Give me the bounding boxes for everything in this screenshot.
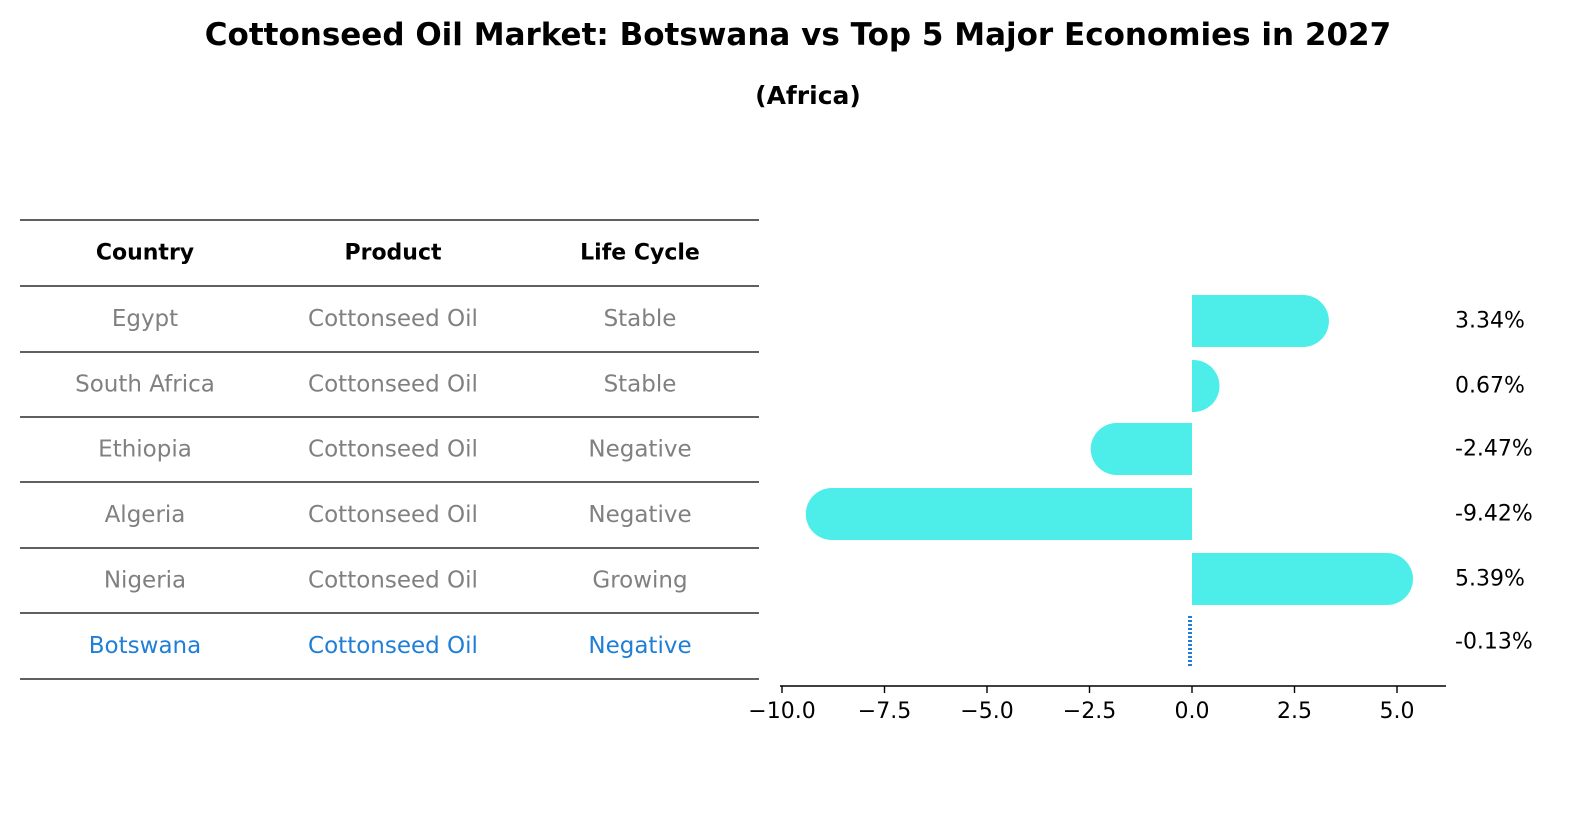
data-table: Country Product Life Cycle Egypt Cottonseed …: [20, 219, 759, 680]
page-title: Cottonseed Oil Market: Botswana vs Top 5…: [204, 17, 1392, 53]
table-cell-nigeria-country: Nigeria: [104, 568, 186, 594]
table-cell-egypt-product: Cottonseed Oil: [308, 306, 478, 332]
table-cell-botswana-country: Botswana: [89, 633, 201, 659]
value-label-botswana: -0.13%: [1455, 630, 1533, 655]
value-label-algeria: -9.42%: [1455, 502, 1533, 527]
value-label-ethiopia: -2.47%: [1455, 437, 1533, 462]
table-cell-algeria-life-cycle: Negative: [588, 502, 691, 528]
x-tick-label: −2.5: [1063, 699, 1116, 724]
table-cell-egypt-life-cycle: Stable: [604, 306, 677, 332]
x-tick-label: 0.0: [1175, 699, 1210, 724]
table-cell-south-africa-life-cycle: Stable: [604, 372, 677, 398]
table-cell-ethiopia-life-cycle: Negative: [588, 437, 691, 463]
bar-egypt: [1192, 295, 1329, 347]
x-tick-label: 2.5: [1277, 699, 1312, 724]
table-cell-nigeria-life-cycle: Growing: [592, 568, 687, 594]
table-header-life-cycle: Life Cycle: [580, 241, 700, 266]
table-header-country: Country: [96, 241, 194, 266]
table-cell-botswana-life-cycle: Negative: [588, 633, 691, 659]
table-cell-algeria-product: Cottonseed Oil: [308, 502, 478, 528]
table-cell-ethiopia-country: Ethiopia: [98, 437, 192, 463]
x-tick-label: 5.0: [1380, 699, 1415, 724]
table-cell-egypt-country: Egypt: [112, 306, 178, 332]
table-cell-botswana-product: Cottonseed Oil: [308, 633, 478, 659]
bar-nigeria: [1192, 553, 1413, 605]
table-cell-nigeria-product: Cottonseed Oil: [308, 568, 478, 594]
bar-ethiopia: [1090, 423, 1192, 475]
bar-south-africa: [1192, 360, 1220, 412]
table-cell-ethiopia-product: Cottonseed Oil: [308, 437, 478, 463]
x-tick-label: −5.0: [960, 699, 1013, 724]
bar-chart: 3.34% 0.67% -2.47% -9.42% 5.39% -0.13% −10.0 −7…: [748, 295, 1533, 724]
value-label-nigeria: 5.39%: [1455, 567, 1525, 592]
table-header-product: Product: [344, 241, 442, 266]
x-tick-label: −7.5: [858, 699, 911, 724]
page-subtitle: (Africa): [755, 81, 861, 110]
table-cell-south-africa-product: Cottonseed Oil: [308, 372, 478, 398]
table-cell-south-africa-country: South Africa: [75, 372, 215, 398]
value-label-egypt: 3.34%: [1455, 309, 1525, 334]
x-tick-label: −10.0: [748, 699, 815, 724]
table-cell-algeria-country: Algeria: [105, 502, 186, 528]
value-label-south-africa: 0.67%: [1455, 374, 1525, 399]
bar-algeria: [805, 488, 1192, 540]
